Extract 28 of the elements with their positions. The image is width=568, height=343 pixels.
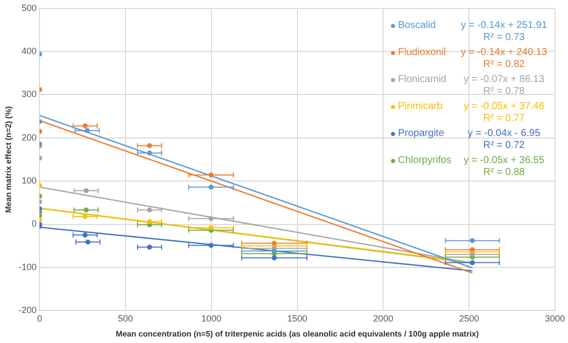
x-tick-label: 500 xyxy=(118,313,134,324)
legend-label: Chlorpyrifos xyxy=(398,155,452,168)
annotation: y = -0.14x + 240.13 R² = 0.82 xyxy=(460,47,548,72)
annotation: y = -0.14x + 251.91 R² = 0.73 xyxy=(460,20,548,44)
y-tick-label: -200 xyxy=(18,305,37,316)
annotation: y = -0.05x + 36.55 R² = 0.88 xyxy=(462,155,546,180)
y-tick-label: 0 xyxy=(32,218,37,229)
y-tick-label: -100 xyxy=(18,262,37,272)
y-tick-label: 400 xyxy=(22,46,37,56)
x-tick-label: 1500 xyxy=(287,313,308,324)
x-tick-label: 2500 xyxy=(459,313,480,324)
legend-label: Pirimicarb xyxy=(398,101,442,114)
legend-label: Propargite xyxy=(398,128,444,140)
x-tick-label: 1000 xyxy=(201,313,222,324)
y-axis-title: Mean matrix effect (n=2) (%) xyxy=(4,106,14,213)
x-axis-title: Mean concentration (n=5) of triterpenic acids (as oleanolic acid equivalents / 100g apple matrix) xyxy=(116,329,480,338)
y-tick-label: 500 xyxy=(22,2,37,13)
legend-label: Fludioxonil xyxy=(398,47,446,60)
legend-label: Boscalid xyxy=(398,20,436,32)
annotation: y = -0.07x + 86.13 R² = 0.78 xyxy=(462,74,546,98)
y-tick-label: 300 xyxy=(22,89,37,100)
annotation: y = -0.05x + 37.46 R² = 0.77 xyxy=(462,101,546,126)
legend-label: Flonicamid xyxy=(398,74,446,86)
x-tick-label: 2000 xyxy=(373,313,394,324)
y-tick-label: 200 xyxy=(22,132,37,142)
annotation: y = -0.04x - 6.95 R² = 0.72 xyxy=(466,128,542,152)
x-tick-label: 3000 xyxy=(544,313,566,324)
y-tick-label: 100 xyxy=(22,176,37,186)
